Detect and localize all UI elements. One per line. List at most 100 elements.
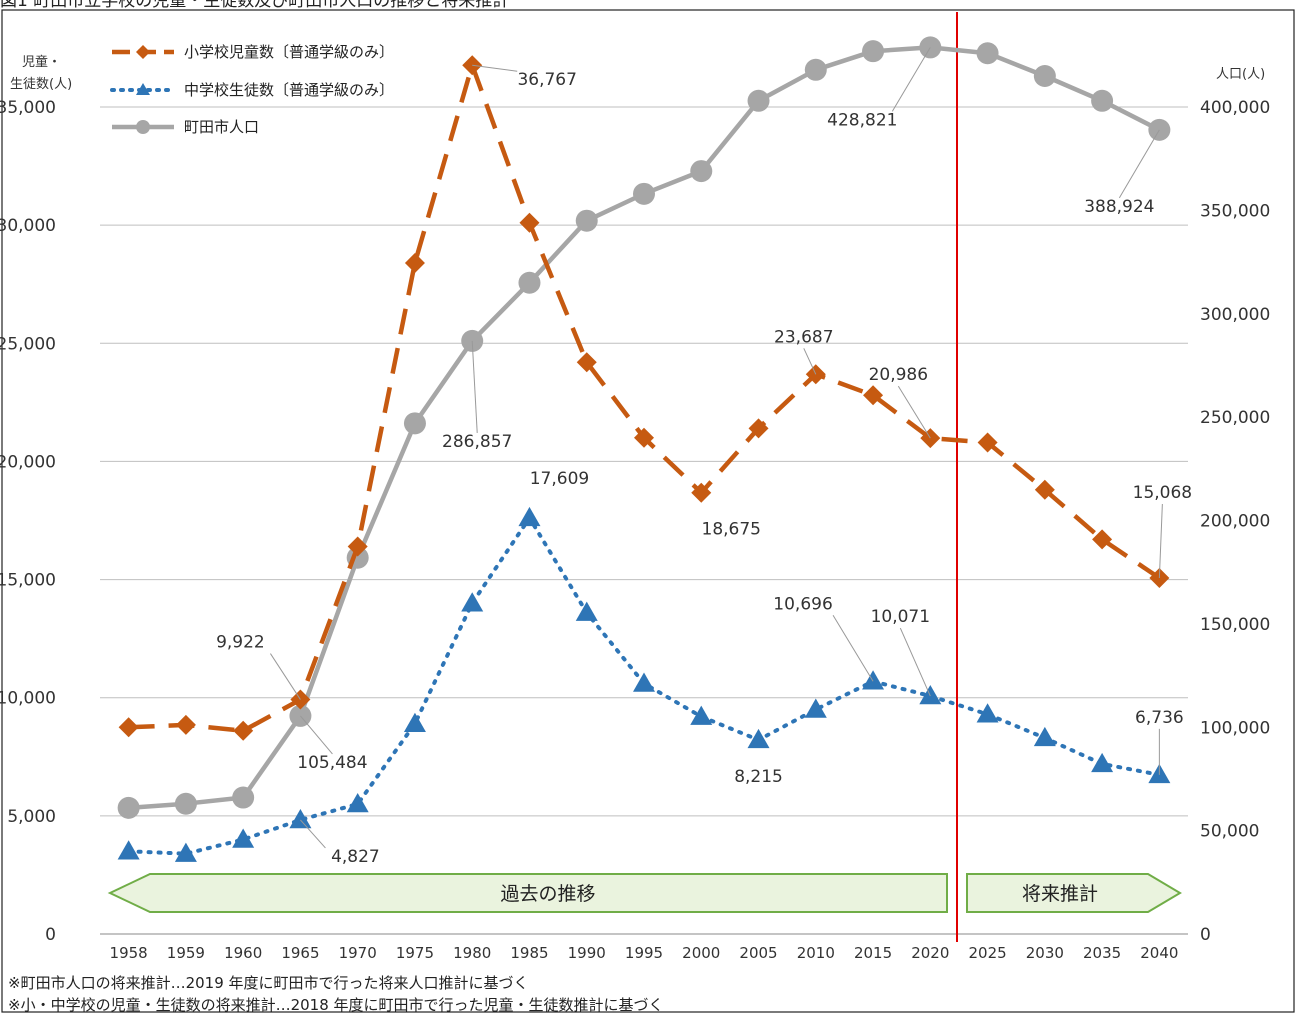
left-tick-label: 5,000 xyxy=(7,807,56,827)
elementary-point xyxy=(1092,529,1113,550)
data-label: 8,215 xyxy=(734,767,783,787)
junior-point xyxy=(289,808,312,829)
population-point xyxy=(690,160,713,183)
left-tick-label: 10,000 xyxy=(0,689,56,709)
elementary-point xyxy=(977,432,998,453)
x-tick-label: 2000 xyxy=(682,944,720,962)
data-label: 6,736 xyxy=(1135,708,1184,728)
junior-point xyxy=(633,672,655,692)
right-axis-title: 人口(人) xyxy=(1216,67,1265,82)
junior-point xyxy=(232,828,255,848)
label-leader xyxy=(300,715,333,755)
junior-point xyxy=(174,842,197,862)
elementary-point xyxy=(404,252,425,273)
junior-point xyxy=(690,705,713,725)
data-label: 428,821 xyxy=(827,110,897,130)
data-label: 23,687 xyxy=(774,327,833,347)
data-label: 286,857 xyxy=(442,432,512,452)
label-leader xyxy=(897,385,931,439)
label-leader xyxy=(1158,503,1163,578)
junior-point xyxy=(804,698,827,718)
right-axis-ticks: 0 50,000 100,000 150,000 200,000 250,000 300,0… xyxy=(1200,98,1270,945)
left-tick-label: 15,000 xyxy=(0,571,56,591)
left-tick-label: 35,000 xyxy=(0,98,56,118)
right-tick-label: 350,000 xyxy=(1200,201,1270,221)
legend-marker-junior xyxy=(136,83,150,95)
future-band xyxy=(966,873,1182,913)
right-tick-label: 50,000 xyxy=(1200,822,1259,842)
left-axis-ticks: 0 5,000 10,000 15,000 20,000 25,000 30,000 35,0… xyxy=(0,98,56,945)
data-label: 17,609 xyxy=(530,469,589,489)
elementary-point xyxy=(233,720,254,741)
junior-point xyxy=(117,840,140,860)
junior-point xyxy=(518,506,541,527)
elementary-point xyxy=(863,385,884,406)
right-tick-label: 300,000 xyxy=(1200,305,1270,325)
population-point xyxy=(862,40,885,63)
x-tick-label: 2010 xyxy=(797,944,835,962)
junior-point xyxy=(461,592,484,612)
data-label: 18,675 xyxy=(702,520,761,540)
legend-label-population: 町田市人口 xyxy=(184,118,259,136)
population-point xyxy=(1033,64,1056,87)
junior-point xyxy=(1091,752,1114,773)
left-axis-title-line1: 児童・ xyxy=(22,54,61,70)
left-axis-title-line2: 生徒数(人) xyxy=(10,77,72,92)
legend: 小学校児童数〔普通学級のみ〕中学校生徒数〔普通学級のみ〕町田市人口 xyxy=(110,43,394,136)
elementary-point xyxy=(519,212,540,233)
x-tick-label: 2020 xyxy=(911,944,949,962)
series-line-2 xyxy=(128,45,1161,811)
data-labels: 9,922 36,767 18,675 23,687 20,986 15,068 4,827… xyxy=(216,47,1192,867)
series-lines xyxy=(117,36,1171,862)
legend-marker-population xyxy=(136,120,150,134)
junior-point xyxy=(575,601,598,621)
right-tick-label: 200,000 xyxy=(1200,512,1270,532)
label-leader xyxy=(832,615,874,682)
data-label: 4,827 xyxy=(331,847,380,867)
elementary-point xyxy=(634,427,654,448)
data-label: 36,767 xyxy=(517,70,576,90)
legend-label-elementary: 小学校児童数〔普通学級のみ〕 xyxy=(184,43,394,61)
junior-point xyxy=(1033,726,1056,747)
chart-frame xyxy=(1,9,1295,1013)
elementary-point xyxy=(347,536,368,557)
note-2: ※小・中学校の児童・生徒数の将来推計…2018 年度に町田市で行った児童・生徒数… xyxy=(8,996,664,1014)
series-line-0 xyxy=(128,62,1161,734)
data-label: 105,484 xyxy=(297,753,367,773)
label-leader xyxy=(891,47,931,112)
right-tick-label: 0 xyxy=(1200,925,1211,945)
x-tick-label: 1975 xyxy=(396,944,434,962)
population-point xyxy=(518,271,541,294)
data-label: 10,696 xyxy=(773,594,832,614)
population-point xyxy=(976,42,999,65)
x-tick-label: 1960 xyxy=(224,944,262,962)
population-point xyxy=(804,58,827,81)
label-leader xyxy=(300,819,326,849)
population-point xyxy=(747,89,770,112)
population-point xyxy=(232,786,255,809)
population-point xyxy=(633,182,655,205)
x-tick-label: 1990 xyxy=(568,944,606,962)
gridlines xyxy=(100,106,1188,935)
right-tick-label: 250,000 xyxy=(1200,408,1270,428)
future-band-label: 将来推計 xyxy=(1022,883,1098,905)
x-tick-label: 2035 xyxy=(1083,944,1121,962)
junior-point xyxy=(919,685,942,705)
junior-point xyxy=(747,728,770,749)
label-leader xyxy=(471,340,478,433)
right-tick-label: 400,000 xyxy=(1200,98,1270,118)
past-band xyxy=(107,873,948,913)
label-leader xyxy=(1118,129,1160,199)
elementary-point xyxy=(118,717,139,738)
x-tick-label: 1980 xyxy=(453,944,491,962)
x-tick-label: 1959 xyxy=(167,944,205,962)
x-tick-label: 1970 xyxy=(339,944,377,962)
x-tick-label: 2015 xyxy=(854,944,892,962)
x-tick-label: 1958 xyxy=(110,944,148,962)
data-label: 15,068 xyxy=(1133,483,1192,503)
data-label: 20,986 xyxy=(869,365,928,385)
legend-marker-elementary xyxy=(136,45,150,59)
x-tick-label: 1965 xyxy=(281,944,319,962)
elementary-point xyxy=(576,352,597,373)
